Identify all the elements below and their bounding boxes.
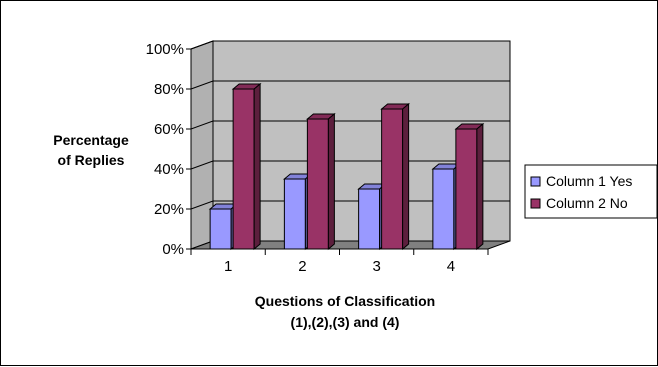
- y-tick-label: 100%: [146, 41, 184, 58]
- legend-label-yes: Column 1 Yes: [546, 173, 632, 189]
- y-tick-label: 0%: [162, 241, 184, 258]
- y-axis-title-line-2: of Replies: [58, 152, 125, 168]
- legend-swatch-no: [530, 198, 541, 209]
- bar-side: [476, 122, 484, 251]
- bars: [208, 82, 485, 251]
- gridline: [190, 160, 510, 170]
- x-axis-title-line-2: (1),(2),(3) and (4): [291, 314, 400, 330]
- legend: Column 1 Yes Column 2 No: [524, 164, 658, 219]
- gridline: [190, 200, 510, 210]
- x-tick-label: 3: [372, 258, 380, 275]
- x-tick-label: 1: [224, 258, 232, 275]
- gridlines: [190, 40, 510, 210]
- gridline: [190, 80, 510, 90]
- gridline: [190, 40, 510, 50]
- bar-no: [231, 82, 262, 251]
- bar-side: [402, 102, 410, 251]
- bar-front: [432, 168, 455, 250]
- legend-label-no: Column 2 No: [546, 195, 628, 211]
- bar-no: [454, 122, 485, 251]
- bar-front: [232, 88, 255, 250]
- bar-front: [455, 128, 478, 250]
- gridline: [190, 120, 510, 130]
- x-tick-label: 2: [298, 258, 306, 275]
- legend-box: [524, 164, 658, 219]
- x-axis-title-line-1: Questions of Classification: [255, 293, 435, 309]
- bar-side: [253, 82, 261, 251]
- legend-swatch-yes: [530, 176, 541, 187]
- y-tick-label: 40%: [154, 161, 184, 178]
- bar-front: [381, 108, 404, 250]
- y-tick-label: 60%: [154, 121, 184, 138]
- bar-no: [380, 102, 411, 251]
- y-axis-title-line-1: Percentage: [53, 132, 129, 148]
- y-tick-label: 80%: [154, 81, 184, 98]
- bar-front: [209, 208, 232, 250]
- y-tick-label: 20%: [154, 201, 184, 218]
- bar-front: [283, 178, 306, 250]
- bar-no: [305, 112, 336, 251]
- x-tick-label: 4: [447, 258, 455, 275]
- bar-front: [306, 118, 329, 250]
- bar-front: [358, 188, 381, 250]
- bar-side: [327, 112, 335, 251]
